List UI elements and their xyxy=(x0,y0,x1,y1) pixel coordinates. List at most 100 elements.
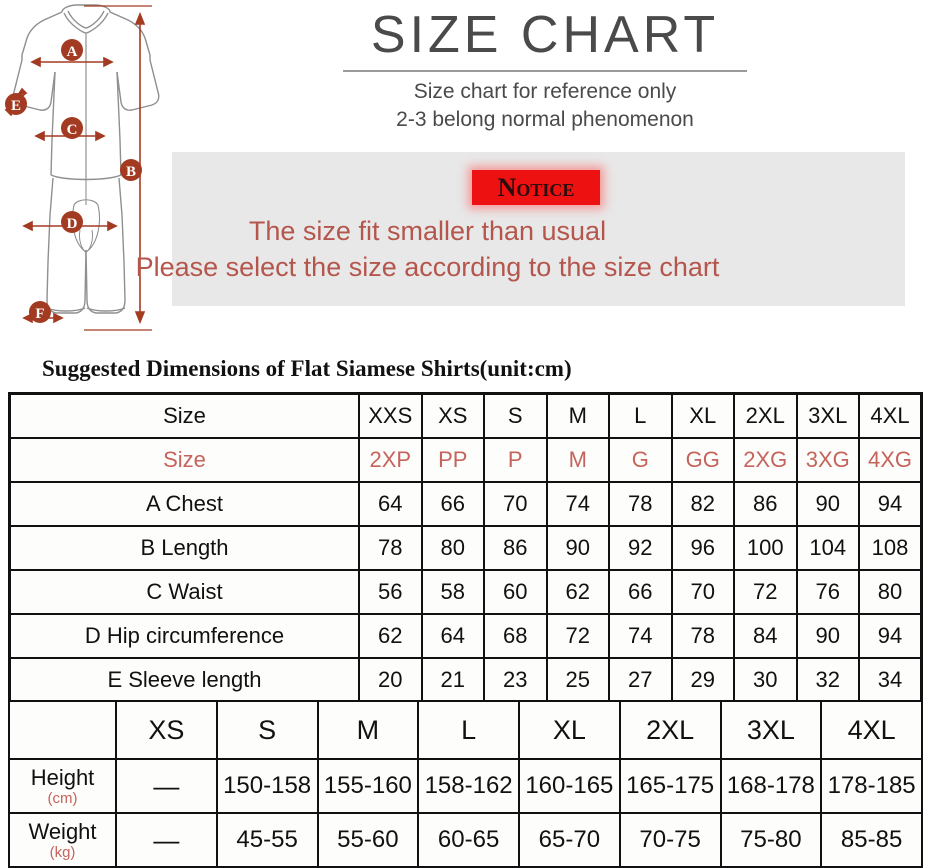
measure-value: 92 xyxy=(608,525,673,571)
notice-text-line-2: Please select the size according to the … xyxy=(135,252,720,282)
metric-value: 45-55 xyxy=(215,812,319,868)
metric-value: — xyxy=(115,812,218,868)
measure-value: 30 xyxy=(733,657,798,704)
metric-value: 178-185 xyxy=(820,758,923,814)
size-header-S: S xyxy=(483,392,548,439)
garment-measurement-diagram: A B C D E F xyxy=(0,0,172,345)
size-header-4XL: 4XL xyxy=(820,700,923,760)
measure-value: 27 xyxy=(608,657,673,704)
table-row: Height (cm) —150-158 155-160 158-162 160-165 1… xyxy=(8,758,923,814)
measure-value: 100 xyxy=(733,525,798,571)
metric-value: 155-160 xyxy=(316,758,420,814)
size-header-M: M xyxy=(545,392,610,439)
alt-size-PP: PP xyxy=(420,437,485,483)
measure-label: B Length xyxy=(8,525,360,571)
alt-size-header-label: Size xyxy=(8,437,360,483)
size-header-3XL: 3XL xyxy=(719,700,823,760)
size-header-2XL: 2XL xyxy=(733,392,798,439)
size-header-XXS: XXS xyxy=(358,392,423,439)
page-title: SIZE CHART xyxy=(370,6,720,64)
metric-value: 55-60 xyxy=(316,812,420,868)
size-header-3XL: 3XL xyxy=(795,392,860,439)
measure-value: 86 xyxy=(483,525,548,571)
size-header-4XL: 4XL xyxy=(858,392,923,439)
table-row: B Length 78 80 86 90 92 96 100 104 108 xyxy=(8,525,923,571)
metric-value: 165-175 xyxy=(618,758,722,814)
subtitle-line-1: Size chart for reference only xyxy=(413,80,677,103)
measure-value: 108 xyxy=(858,525,923,571)
alt-size-P: P xyxy=(483,437,548,483)
measure-value: 20 xyxy=(358,657,423,704)
measure-value: 70 xyxy=(670,569,735,615)
table-row: Weight (kg) —45-55 55-60 60-65 65-70 70-75 75-8… xyxy=(8,812,923,868)
measure-value: 90 xyxy=(795,613,860,659)
measure-value: 29 xyxy=(670,657,735,704)
measure-value: 70 xyxy=(483,481,548,527)
alt-size-GG: GG xyxy=(670,437,735,483)
size-header-M: M xyxy=(316,700,420,760)
size-header-XL: XL xyxy=(670,392,735,439)
metric-value: 75-80 xyxy=(719,812,823,868)
measure-value: 104 xyxy=(795,525,860,571)
metric-value: 70-75 xyxy=(618,812,722,868)
notice-badge-label: Notice xyxy=(497,172,575,202)
measure-value: 64 xyxy=(358,481,423,527)
size-header-S: S xyxy=(215,700,319,760)
metric-label: Height (cm) xyxy=(8,758,117,814)
measure-value: 62 xyxy=(358,613,423,659)
metric-label: Weight (kg) xyxy=(8,812,117,868)
alt-size-2XP: 2XP xyxy=(358,437,423,483)
size-header-XS: XS xyxy=(420,392,485,439)
measure-value: 60 xyxy=(483,569,548,615)
size-header-L: L xyxy=(608,392,673,439)
measure-value: 76 xyxy=(795,569,860,615)
notice-text-line-1: The size fit smaller than usual xyxy=(248,216,607,246)
svg-text:F: F xyxy=(35,306,44,322)
measure-value: 21 xyxy=(420,657,485,704)
measure-value: 34 xyxy=(858,657,923,704)
alt-size-4XG: 4XG xyxy=(858,437,923,483)
measure-value: 23 xyxy=(483,657,548,704)
metric-value: 160-165 xyxy=(518,758,621,814)
measure-label: E Sleeve length xyxy=(8,657,360,704)
metric-value: 168-178 xyxy=(719,758,823,814)
subtitle-line-2: 2-3 belong normal phenomenon xyxy=(396,108,694,131)
measure-value: 25 xyxy=(545,657,610,704)
alt-size-G: G xyxy=(608,437,673,483)
title-divider xyxy=(343,70,747,72)
metric-value: 60-65 xyxy=(417,812,520,868)
measure-label: D Hip circumference xyxy=(8,613,360,659)
svg-text:D: D xyxy=(67,216,78,232)
svg-text:E: E xyxy=(11,98,21,114)
alt-size-2XG: 2XG xyxy=(733,437,798,483)
measure-value: 72 xyxy=(733,569,798,615)
table-row: D Hip circumference 62 64 68 72 74 78 84 90 94 xyxy=(8,613,923,659)
measure-value: 74 xyxy=(545,481,610,527)
measure-value: 90 xyxy=(795,481,860,527)
measure-value: 80 xyxy=(420,525,485,571)
top-illustration-area: A B C D E F SIZE CHART Size chart for re… xyxy=(0,0,931,345)
corner-cell xyxy=(8,700,117,760)
measure-value: 66 xyxy=(420,481,485,527)
measure-value: 58 xyxy=(420,569,485,615)
alt-size-3XG: 3XG xyxy=(795,437,860,483)
table-row: Size 2XP PP P M G GG 2XG 3XG 4XG xyxy=(8,437,923,483)
size-header-2XL: 2XL xyxy=(618,700,722,760)
size-header-label: Size xyxy=(8,392,360,439)
size-header-L: L xyxy=(417,700,520,760)
measure-value: 74 xyxy=(608,613,673,659)
size-header-XS: XS xyxy=(115,700,218,760)
dimensions-table: Size XXS XS S M L XL 2XL 3XL 4XL Size 2XP PP P M G GG 2XG… xyxy=(8,392,923,704)
table2-container: XS S M L XL 2XL 3XL 4XL Height (cm) —150-158 155-16… xyxy=(8,700,923,868)
table-row: A Chest 64 66 70 74 78 82 86 90 94 xyxy=(8,481,923,527)
svg-text:C: C xyxy=(67,122,78,138)
alt-size-M: M xyxy=(545,437,610,483)
measure-value: 84 xyxy=(733,613,798,659)
metric-value: 150-158 xyxy=(215,758,319,814)
measure-value: 56 xyxy=(358,569,423,615)
table1-title: Suggested Dimensions of Flat Siamese Shi… xyxy=(42,356,572,381)
measure-value: 66 xyxy=(608,569,673,615)
size-header-XL: XL xyxy=(518,700,621,760)
measure-label: A Chest xyxy=(8,481,360,527)
title-block: SIZE CHART Size chart for reference only… xyxy=(330,4,760,134)
